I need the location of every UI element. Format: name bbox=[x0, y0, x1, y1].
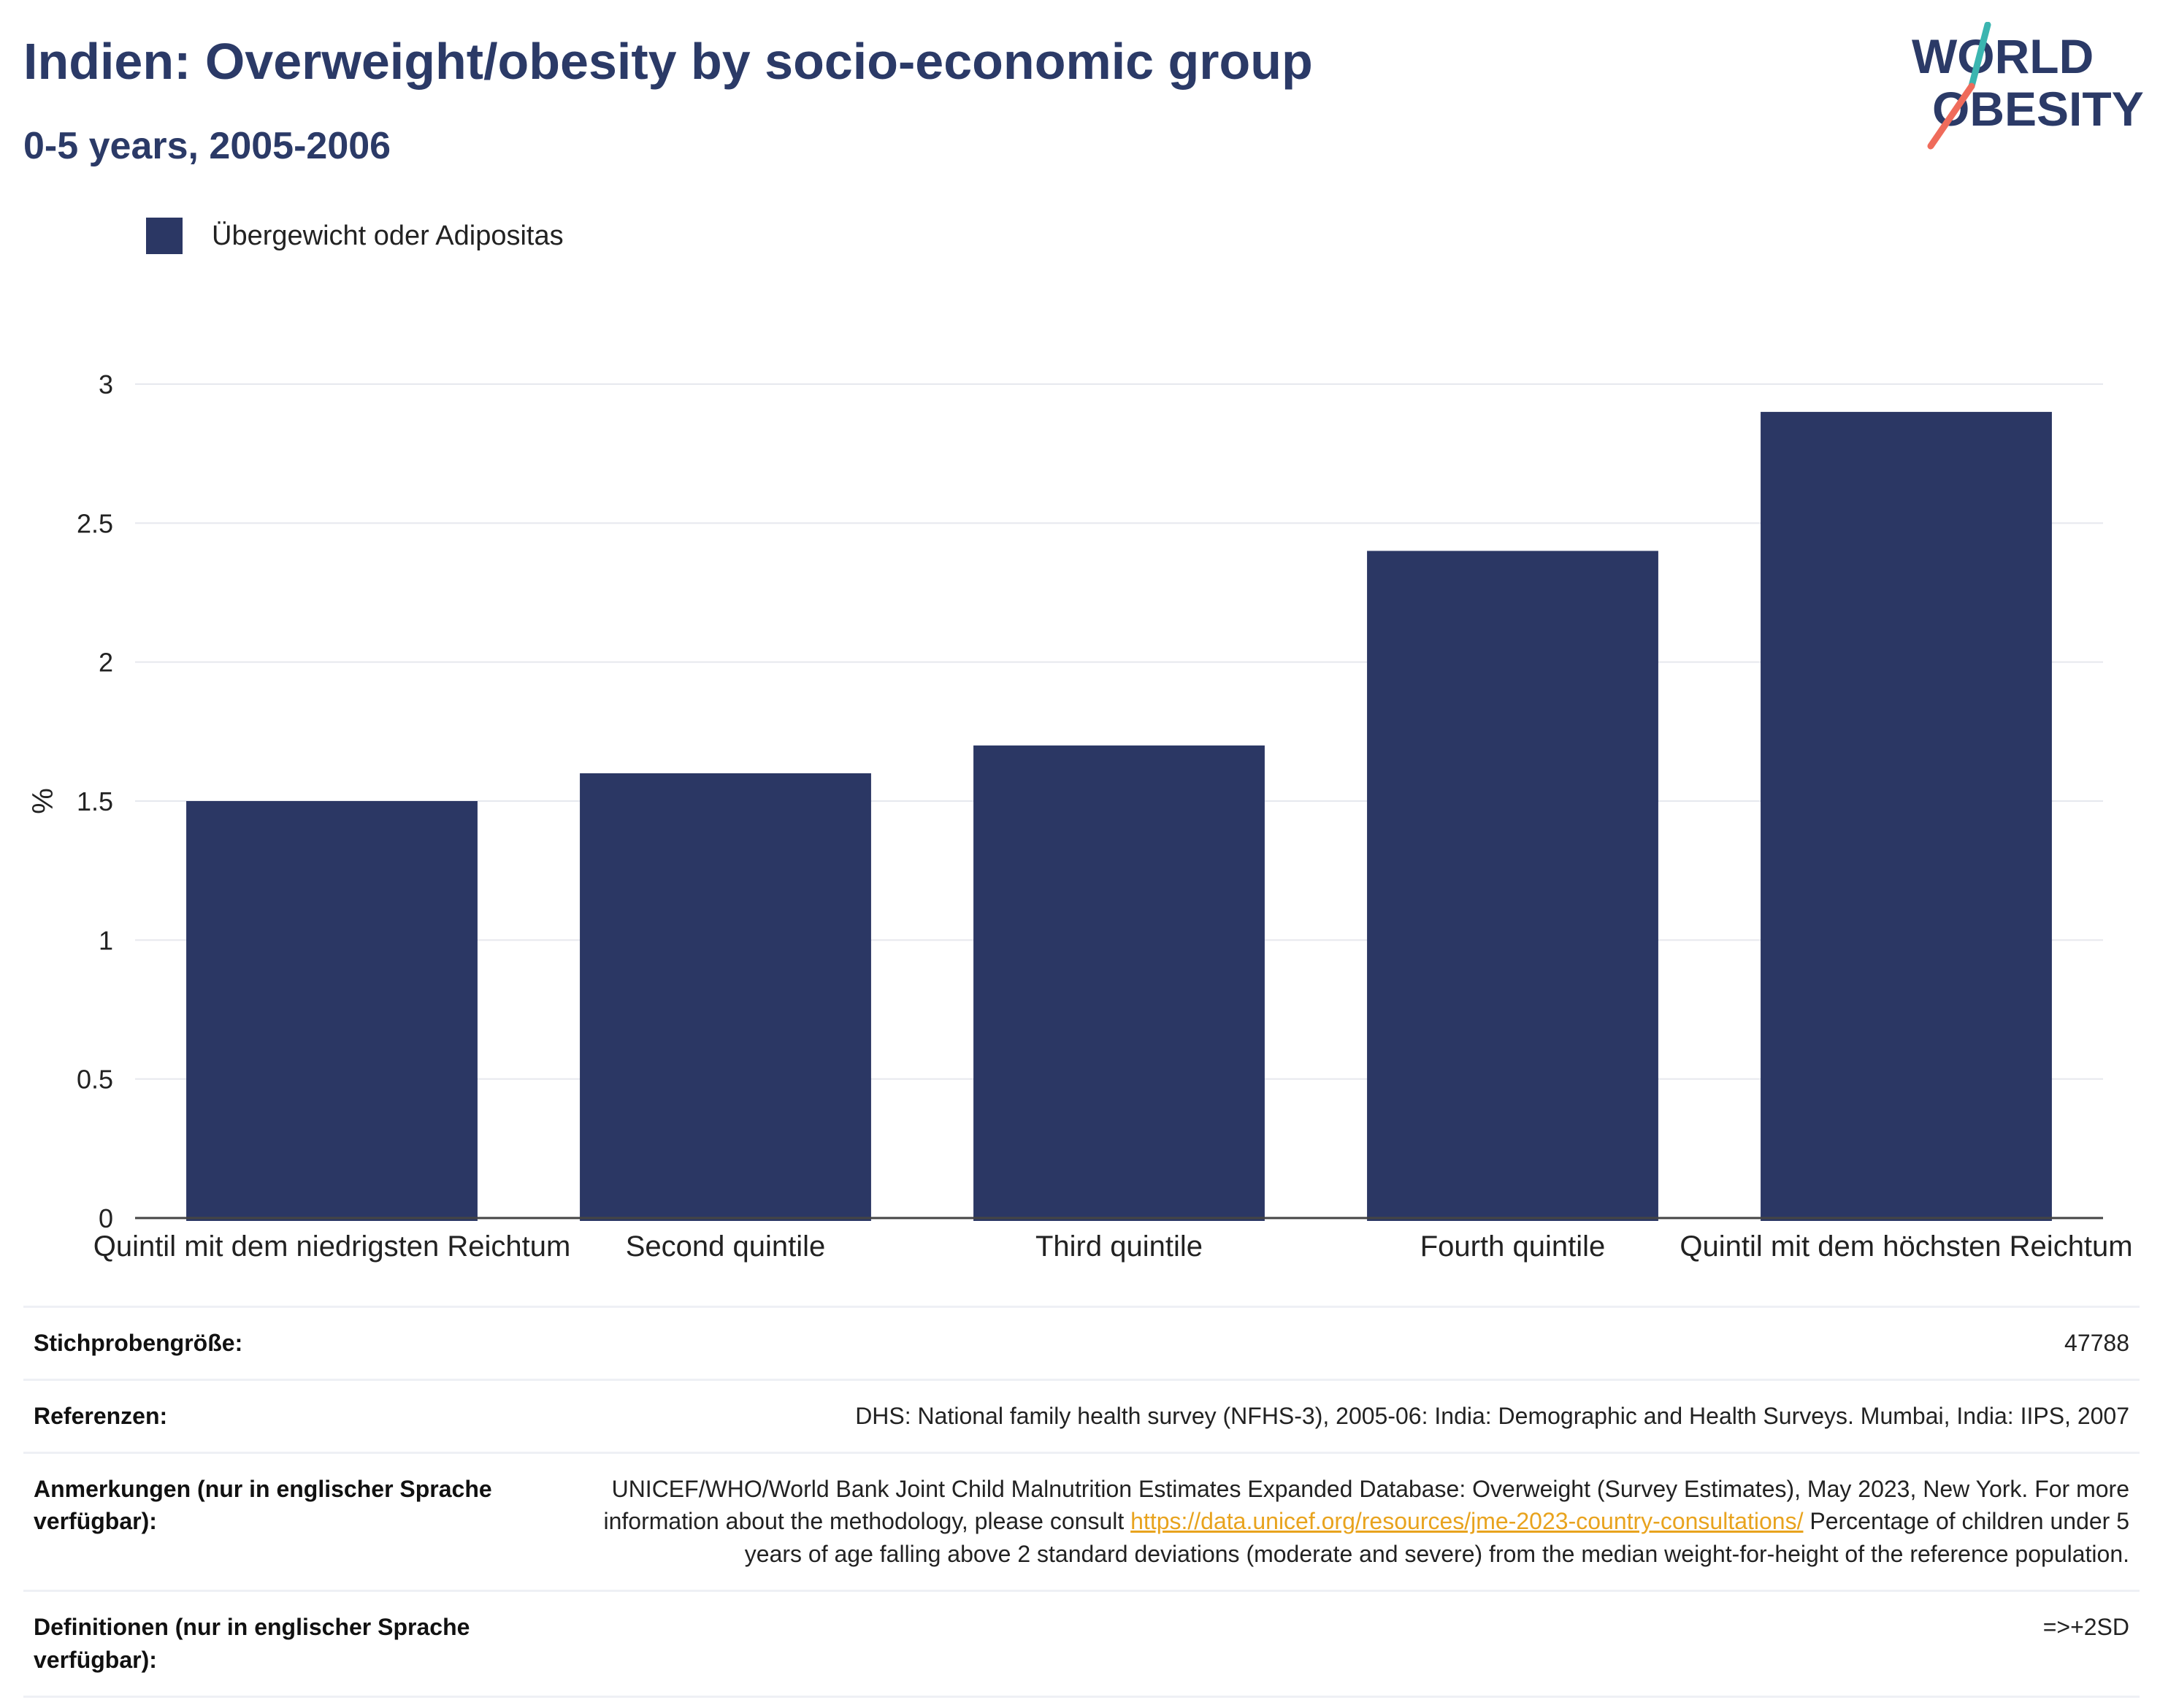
world-obesity-logo: WORLD OBESITY bbox=[1912, 22, 2144, 150]
unicef-link[interactable]: https://data.unicef.org/resources/jme-20… bbox=[1130, 1508, 1804, 1535]
info-key: Definitionen (nur in englischer Sprache … bbox=[34, 1613, 470, 1673]
bar bbox=[1761, 412, 2052, 1221]
logo-line2: OBESITY bbox=[1932, 82, 2144, 136]
y-axis-label: % bbox=[27, 788, 59, 814]
info-row-definitions: Definitionen (nur in englischer Sprache … bbox=[23, 1590, 2140, 1697]
bar bbox=[973, 745, 1265, 1221]
y-tick-label: 1.5 bbox=[77, 786, 113, 816]
logo-slash-bottom bbox=[1927, 83, 1975, 150]
x-tick-label: Quintil mit dem niedrigsten Reichtum bbox=[93, 1230, 571, 1263]
y-tick-label: 3 bbox=[99, 369, 113, 399]
y-tick-label: 2 bbox=[99, 648, 113, 678]
bar bbox=[580, 773, 871, 1221]
x-tick-label: Third quintile bbox=[1035, 1230, 1203, 1263]
legend[interactable]: Übergewicht oder Adipositas bbox=[146, 215, 564, 256]
notes-text-pre: UNICEF/WHO/World Bank Joint Child Malnut… bbox=[603, 1475, 2129, 1535]
bar-chart: 0 0.5 1 1.5 2 2.5 3 Quintil mit dem niedrigsten… bbox=[27, 369, 2133, 1263]
y-tick-label: 0.5 bbox=[77, 1065, 113, 1095]
info-row-notes: Anmerkungen (nur in englischer Sprache v… bbox=[23, 1452, 2140, 1590]
legend-swatch bbox=[146, 218, 183, 254]
x-tick-label: Quintil mit dem höchsten Reichtum bbox=[1680, 1230, 2132, 1263]
info-row-references: Referenzen: DHS: National family health … bbox=[23, 1379, 2140, 1452]
notes-text-post: Percentage of children under 5 years of … bbox=[744, 1508, 2129, 1568]
bar bbox=[1367, 551, 1658, 1221]
logo-line1: WORLD bbox=[1912, 29, 2094, 83]
info-key: Stichprobengröße: bbox=[34, 1330, 243, 1356]
info-row-sample-size: Stichprobengröße: 47788 bbox=[23, 1306, 2140, 1380]
info-table: Stichprobengröße: 47788 Referenzen: DHS:… bbox=[23, 1306, 2140, 1698]
y-tick-label: 0 bbox=[99, 1203, 113, 1233]
y-tick-label: 2.5 bbox=[77, 508, 113, 538]
x-tick-label: Fourth quintile bbox=[1420, 1230, 1605, 1263]
chart-title: Indien: Overweight/obesity by socio-econ… bbox=[23, 33, 1313, 90]
info-value: UNICEF/WHO/World Bank Joint Child Malnut… bbox=[548, 1452, 2140, 1590]
chart-subtitle: 0-5 years, 2005-2006 bbox=[23, 125, 391, 167]
x-tick-label: Second quintile bbox=[626, 1230, 826, 1263]
y-tick-label: 1 bbox=[99, 925, 113, 955]
info-value: DHS: National family health survey (NFHS… bbox=[855, 1402, 2129, 1429]
info-key: Anmerkungen (nur in englischer Sprache v… bbox=[34, 1475, 492, 1535]
bar bbox=[186, 801, 478, 1221]
logo-slash-top bbox=[1968, 22, 1991, 90]
legend-label: Übergewicht oder Adipositas bbox=[212, 220, 564, 251]
info-value: 47788 bbox=[2064, 1330, 2129, 1356]
info-value: =>+2SD bbox=[2042, 1613, 2129, 1640]
info-key: Referenzen: bbox=[34, 1402, 168, 1429]
